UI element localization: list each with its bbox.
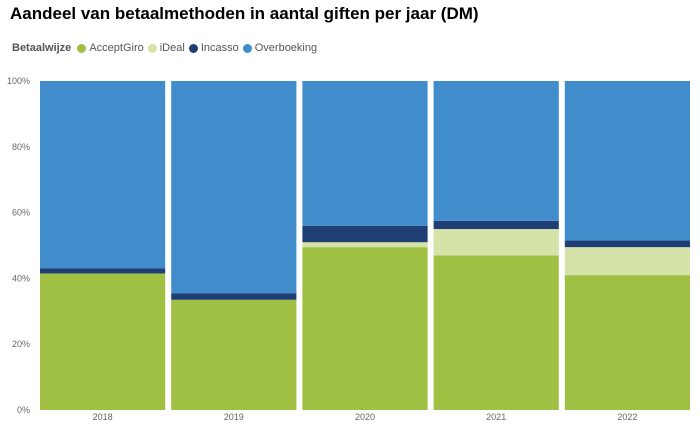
bar-segment-overboeking-2021 <box>433 81 559 221</box>
legend-dot-acceptgiro <box>77 43 87 53</box>
legend-dot-incasso <box>188 43 198 53</box>
bar-segment-acceptgiro-2019 <box>171 299 297 410</box>
legend-dot-ideal <box>147 43 157 53</box>
bar-segment-acceptgiro-2022 <box>564 275 690 410</box>
legend-item-ideal[interactable]: iDeal <box>147 42 185 54</box>
bar-segment-incasso-2018 <box>40 268 166 274</box>
legend-item-acceptgiro[interactable]: AcceptGiro <box>77 42 144 54</box>
x-tick-label: 2019 <box>224 412 244 422</box>
x-tick-label: 2018 <box>93 412 113 422</box>
bar-segment-overboeking-2018 <box>40 81 166 269</box>
bar-segment-overboeking-2022 <box>564 81 690 241</box>
bar-segment-acceptgiro-2021 <box>433 255 559 410</box>
y-tick-label: 0% <box>17 405 30 415</box>
legend-label-ideal: iDeal <box>159 42 185 54</box>
y-tick-label: 60% <box>12 208 30 218</box>
bar-segment-incasso-2020 <box>302 225 428 243</box>
legend-item-incasso[interactable]: Incasso <box>188 42 239 54</box>
bar-segment-incasso-2021 <box>433 220 559 230</box>
bar-segment-acceptgiro-2018 <box>40 273 166 410</box>
legend-label-acceptgiro: AcceptGiro <box>89 42 144 54</box>
legend-label-incasso: Incasso <box>200 42 239 54</box>
legend-title: Betaalwijze <box>12 42 72 54</box>
y-tick-label: 80% <box>12 142 30 152</box>
y-tick-label: 100% <box>7 76 30 86</box>
x-tick-label: 2021 <box>486 412 506 422</box>
legend: Betaalwijze AcceptGiro iDeal Incasso Ove… <box>12 40 321 56</box>
legend-dot-overboeking <box>242 43 252 53</box>
bar-segment-incasso-2019 <box>171 293 297 300</box>
legend-item-overboeking[interactable]: Overboeking <box>242 42 318 54</box>
legend-label-overboeking: Overboeking <box>254 42 318 54</box>
bar-segment-overboeking-2019 <box>171 81 297 294</box>
x-tick-label: 2020 <box>355 412 375 422</box>
bar-segment-ideal-2022 <box>564 247 690 276</box>
bar-segment-incasso-2022 <box>564 240 690 248</box>
bar-segment-acceptgiro-2020 <box>302 247 428 410</box>
bar-segment-ideal-2020 <box>302 242 428 248</box>
bar-segment-overboeking-2020 <box>302 81 428 226</box>
bar-segment-ideal-2021 <box>433 229 559 256</box>
chart-title: Aandeel van betaalmethoden in aantal gif… <box>10 4 479 23</box>
x-tick-label: 2022 <box>617 412 637 422</box>
y-tick-label: 40% <box>12 273 30 283</box>
y-tick-label: 20% <box>12 339 30 349</box>
